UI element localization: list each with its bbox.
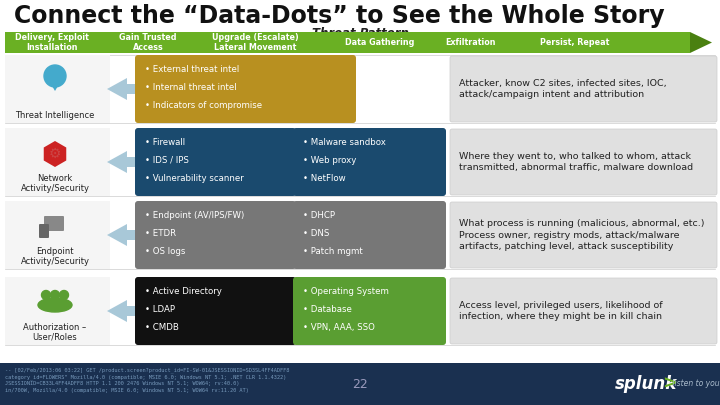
FancyBboxPatch shape [135, 128, 296, 196]
Bar [5, 55, 110, 123]
Text: • Internal threat intel: • Internal threat intel [145, 83, 237, 92]
Text: • Patch mgmt: • Patch mgmt [303, 247, 363, 256]
Text: Connect the “Data-Dots” to See the Whole Story: Connect the “Data-Dots” to See the Whole… [14, 4, 665, 28]
FancyBboxPatch shape [39, 224, 49, 238]
Text: What process is running (malicious, abnormal, etc.)
Process owner, registry mods: What process is running (malicious, abno… [459, 219, 704, 251]
Text: • DHCP: • DHCP [303, 211, 335, 220]
Text: • ETDR: • ETDR [145, 229, 176, 238]
Text: splunk: splunk [615, 375, 678, 393]
Bar [5, 128, 110, 196]
Text: Upgrade (Escalate)
Lateral Movement: Upgrade (Escalate) Lateral Movement [212, 33, 298, 52]
Text: in/700W, Mozilla/4.0 (compatible; MSIE 6.0; Windows NT 5.1; WOW64 rv:11.20 AT): in/700W, Mozilla/4.0 (compatible; MSIE 6… [5, 388, 248, 393]
Polygon shape [107, 78, 137, 100]
Text: • External threat intel: • External threat intel [145, 65, 239, 74]
Bar [5, 277, 110, 345]
FancyBboxPatch shape [450, 202, 717, 268]
Text: • LDAP: • LDAP [145, 305, 175, 314]
Text: • DNS: • DNS [303, 229, 329, 238]
Circle shape [44, 65, 66, 87]
FancyBboxPatch shape [450, 278, 717, 344]
Polygon shape [107, 151, 137, 173]
Text: Where they went to, who talked to whom, attack
transmitted, abnormal traffic, ma: Where they went to, who talked to whom, … [459, 151, 693, 173]
Text: Access level, privileged users, likelihood of
infection, where they might be in : Access level, privileged users, likeliho… [459, 301, 662, 322]
Text: • Active Directory: • Active Directory [145, 287, 222, 296]
Text: Persist, Repeat: Persist, Repeat [540, 38, 610, 47]
Polygon shape [48, 79, 62, 91]
Polygon shape [107, 224, 137, 246]
Ellipse shape [38, 298, 72, 312]
Text: • Malware sandbox: • Malware sandbox [303, 138, 386, 147]
Text: • Endpoint (AV/IPS/FW): • Endpoint (AV/IPS/FW) [145, 211, 244, 220]
Bar [5, 32, 690, 53]
Circle shape [42, 290, 50, 300]
Text: Threat Intelligence: Threat Intelligence [15, 111, 95, 120]
Text: • OS logs: • OS logs [145, 247, 185, 256]
Text: Network
Activity/Security: Network Activity/Security [20, 174, 89, 193]
Text: • VPN, AAA, SSO: • VPN, AAA, SSO [303, 323, 375, 332]
Text: • NetFlow: • NetFlow [303, 174, 346, 183]
Text: Threat Pattern: Threat Pattern [312, 27, 408, 40]
FancyBboxPatch shape [135, 55, 356, 123]
Polygon shape [44, 141, 66, 167]
FancyBboxPatch shape [293, 128, 446, 196]
Text: ⚙: ⚙ [49, 147, 61, 161]
Text: Authorization –
User/Roles: Authorization – User/Roles [23, 323, 86, 342]
Text: listen to your data: listen to your data [670, 379, 720, 388]
Polygon shape [690, 32, 712, 53]
Text: • Web proxy: • Web proxy [303, 156, 356, 165]
Text: category_id=FLOWERS" Mozilla/4.0 (compatible; MSIE 6.0; Windows NT 5.1; .NET CLR: category_id=FLOWERS" Mozilla/4.0 (compat… [5, 374, 287, 379]
Polygon shape [107, 300, 137, 322]
FancyBboxPatch shape [135, 277, 296, 345]
Text: • IDS / IPS: • IDS / IPS [145, 156, 189, 165]
Text: • Operating System: • Operating System [303, 287, 389, 296]
Text: 22: 22 [352, 377, 368, 390]
FancyBboxPatch shape [293, 277, 446, 345]
Text: • Database: • Database [303, 305, 352, 314]
FancyBboxPatch shape [135, 201, 296, 269]
Circle shape [60, 290, 68, 300]
Circle shape [50, 290, 60, 300]
Text: Endpoint
Activity/Security: Endpoint Activity/Security [20, 247, 89, 266]
FancyBboxPatch shape [44, 216, 64, 231]
Bar [5, 201, 110, 269]
Text: Delivery, Exploit
Installation: Delivery, Exploit Installation [15, 33, 89, 52]
FancyBboxPatch shape [450, 129, 717, 195]
Text: • Indicators of compromise: • Indicators of compromise [145, 101, 262, 110]
Text: Attacker, know C2 sites, infected sites, IOC,
attack/campaign intent and attribu: Attacker, know C2 sites, infected sites,… [459, 79, 667, 99]
Text: Exfiltration: Exfiltration [445, 38, 495, 47]
Text: Data Gathering: Data Gathering [346, 38, 415, 47]
Text: • Firewall: • Firewall [145, 138, 185, 147]
Text: JSESSIONID=CB33L4FF4ADFF8 HTTP 1.1 200 2476 Windows NT 5.1; WOW64; rv:40.0): JSESSIONID=CB33L4FF4ADFF8 HTTP 1.1 200 2… [5, 381, 239, 386]
Text: • CMDB: • CMDB [145, 323, 179, 332]
FancyBboxPatch shape [293, 201, 446, 269]
Bar [0, 363, 720, 405]
FancyBboxPatch shape [450, 56, 717, 122]
Text: • Vulnerability scanner: • Vulnerability scanner [145, 174, 244, 183]
Text: Gain Trusted
Access: Gain Trusted Access [120, 33, 176, 52]
Text: >: > [662, 375, 677, 393]
Text: -- [02/Feb/2013:06 03:22] GET /product.screen?product_id=FI-SW-01&JSESSIONID=SD3: -- [02/Feb/2013:06 03:22] GET /product.s… [5, 367, 289, 373]
